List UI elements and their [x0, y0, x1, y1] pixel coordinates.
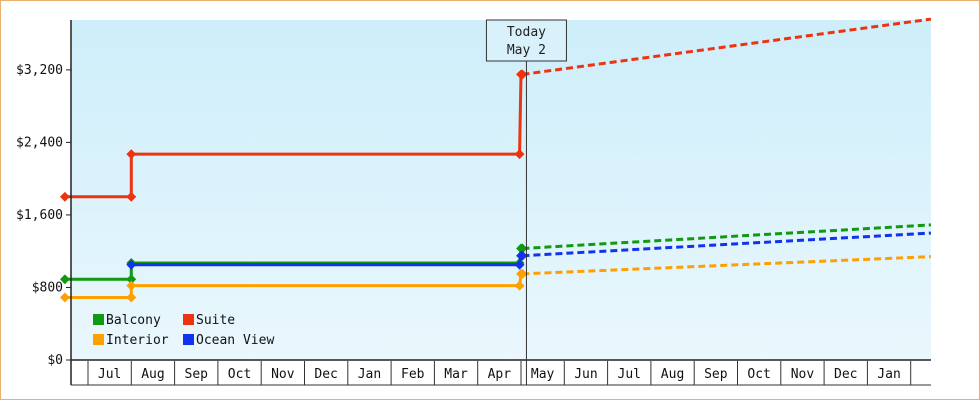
y-tick-label: $1,600 [16, 208, 63, 223]
data-point-marker[interactable] [517, 250, 528, 261]
x-tick-label: Jul [98, 367, 121, 382]
legend-label-balcony[interactable]: Balcony [106, 313, 161, 328]
data-point-marker[interactable] [514, 259, 525, 270]
forecast-line-suite [522, 17, 932, 76]
data-point-marker[interactable] [514, 280, 525, 291]
x-tick-label: Feb [401, 367, 425, 382]
x-tick-label: Aug [661, 367, 684, 382]
data-point-marker[interactable] [126, 274, 137, 285]
y-tick-label: $3,200 [16, 63, 63, 78]
x-tick-label: Nov [271, 367, 295, 382]
data-point-marker[interactable] [126, 280, 137, 291]
x-tick-label: Jul [618, 367, 641, 382]
x-tick-label: Jun [574, 367, 597, 382]
x-tick-label: Aug [141, 367, 164, 382]
today-label: Today [507, 25, 546, 40]
x-tick-label: Nov [791, 367, 815, 382]
x-tick-label: Oct [228, 367, 251, 382]
legend-label-suite[interactable]: Suite [196, 313, 235, 328]
data-point-marker[interactable] [126, 149, 137, 160]
x-tick-label: Dec [314, 367, 337, 382]
legend-swatch-interior[interactable] [93, 334, 104, 345]
forecast-line-ocean-view [522, 231, 931, 258]
legend-swatch-ocean-view[interactable] [183, 334, 194, 345]
x-tick-label: Jan [358, 367, 381, 382]
plot-area [71, 20, 931, 360]
legend-swatch-balcony[interactable] [93, 314, 104, 325]
x-tick-label: Apr [488, 367, 512, 382]
x-tick-label: Mar [444, 367, 468, 382]
legend-label-ocean-view[interactable]: Ocean View [196, 333, 274, 348]
legend-label-interior[interactable]: Interior [106, 333, 169, 348]
y-tick-label: $0 [47, 353, 63, 368]
x-tick-label: Jan [877, 367, 900, 382]
data-point-marker[interactable] [514, 149, 525, 160]
x-tick-label: Oct [747, 367, 770, 382]
data-point-marker[interactable] [517, 69, 528, 80]
forecast-line-interior [522, 255, 931, 276]
forecast-line-balcony [522, 223, 931, 250]
y-tick-label: $800 [32, 280, 63, 295]
data-point-marker[interactable] [59, 191, 70, 202]
x-tick-label: Dec [834, 367, 857, 382]
today-callout-box [485, 19, 567, 62]
data-point-marker[interactable] [126, 292, 137, 303]
y-tick-label: $2,400 [16, 135, 63, 150]
x-tick-label: Sep [185, 367, 209, 382]
data-point-marker[interactable] [517, 268, 528, 279]
data-point-marker[interactable] [517, 243, 528, 254]
today-date-label: May 2 [507, 43, 546, 58]
data-point-marker[interactable] [126, 259, 137, 270]
x-tick-label: May [531, 367, 555, 382]
data-point-marker[interactable] [126, 191, 137, 202]
legend-swatch-suite[interactable] [183, 314, 194, 325]
x-tick-label: Sep [704, 367, 728, 382]
